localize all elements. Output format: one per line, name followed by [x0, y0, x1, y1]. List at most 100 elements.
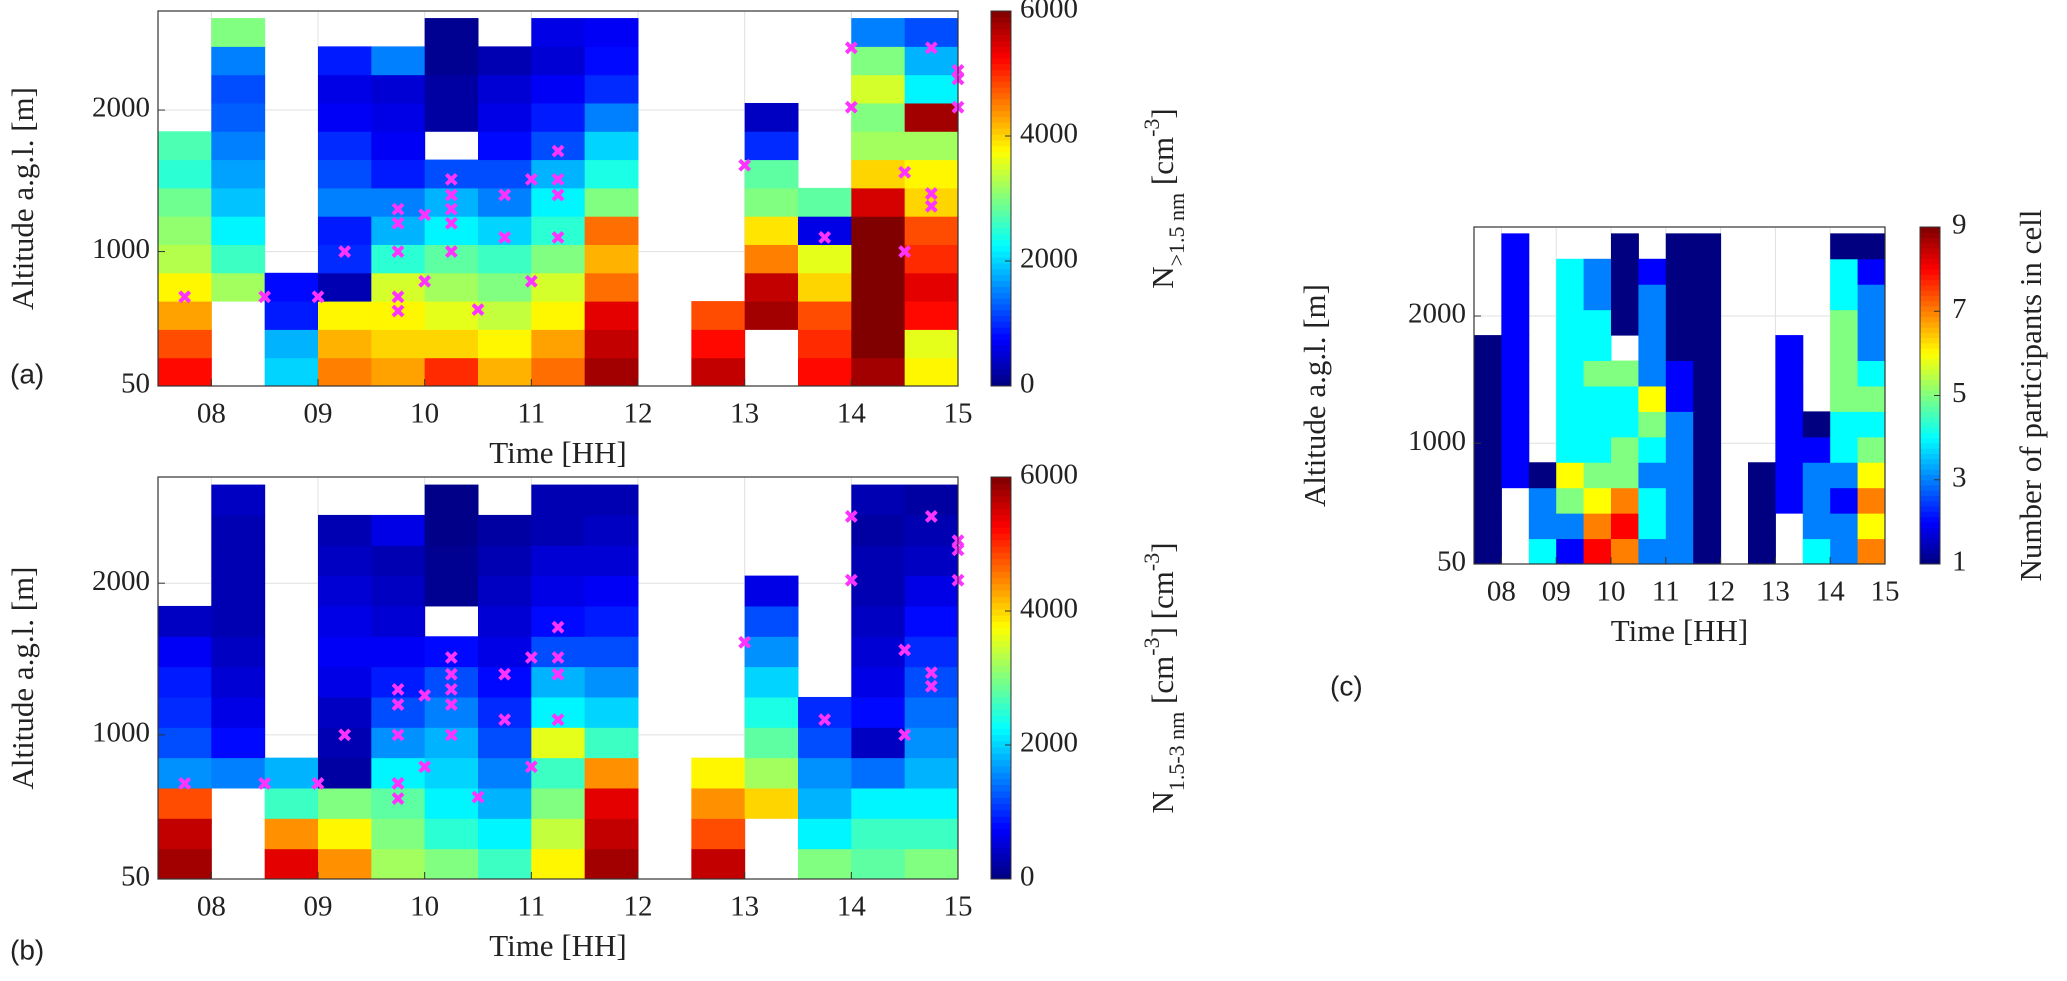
cell — [531, 787, 586, 819]
cell — [1693, 436, 1722, 463]
colorbar-step — [1920, 379, 1940, 386]
cell — [264, 787, 319, 819]
colorbar-step — [991, 233, 1011, 241]
colorbar-step — [1920, 390, 1940, 396]
participant-marker — [924, 187, 938, 200]
cell — [851, 696, 906, 728]
cell — [904, 216, 959, 245]
cell — [478, 605, 532, 637]
cell — [904, 329, 959, 359]
x-tick-label: 08 — [1487, 576, 1516, 608]
cell — [851, 18, 906, 47]
colorbar-step — [991, 772, 1011, 779]
cell — [1556, 436, 1585, 463]
cell — [371, 636, 426, 668]
colorbar-step — [991, 239, 1011, 246]
colorbar-step — [991, 286, 1011, 293]
cell — [1830, 411, 1859, 438]
cell — [1611, 538, 1639, 565]
participant-marker — [311, 290, 325, 304]
colorbar-step — [1920, 363, 1940, 370]
colorbar-step — [991, 350, 1011, 358]
participant-marker — [391, 777, 405, 790]
colorbar-step — [991, 116, 1011, 123]
cell — [744, 301, 799, 330]
participant-marker — [551, 144, 565, 158]
cell — [1501, 411, 1530, 438]
colorbar-step — [1920, 521, 1940, 528]
x-tick-label: 11 — [1652, 576, 1680, 608]
cell — [584, 357, 639, 387]
cell — [1611, 258, 1639, 285]
cell — [584, 244, 639, 274]
cell — [318, 696, 372, 728]
cell — [478, 514, 532, 546]
colorbar-step — [991, 321, 1011, 328]
cell — [1474, 538, 1502, 565]
cell — [318, 605, 372, 637]
cell — [158, 666, 212, 698]
cell — [1830, 385, 1859, 412]
colorbar-step — [991, 860, 1011, 867]
cell — [318, 545, 372, 577]
colorbar-tick-label: 2000 — [1020, 243, 1078, 275]
cell — [531, 216, 586, 245]
cell — [211, 757, 266, 789]
cell — [211, 545, 266, 577]
colorbar-step — [991, 552, 1011, 560]
cell — [851, 131, 906, 161]
participant-marker — [551, 172, 565, 186]
cell — [531, 848, 586, 880]
cell — [318, 131, 372, 161]
participant-marker — [391, 216, 405, 230]
colorbar-step — [991, 740, 1011, 748]
participant-marker — [444, 202, 458, 216]
colorbar-step — [991, 268, 1011, 276]
cell — [1857, 360, 1886, 387]
colorbar-step — [991, 872, 1011, 880]
participant-marker — [738, 635, 752, 649]
colorbar-step — [991, 75, 1011, 82]
cell — [371, 131, 426, 161]
participant-marker — [178, 290, 192, 304]
colorbar-step — [991, 169, 1011, 176]
colorbar-step — [1920, 448, 1940, 454]
cell — [851, 216, 906, 245]
cell — [424, 329, 479, 359]
participant-marker — [924, 679, 938, 693]
colorbar-step — [991, 590, 1011, 597]
colorbar-step — [1920, 253, 1940, 260]
cell — [904, 74, 959, 104]
cell — [1830, 258, 1859, 285]
x-tick-label: 11 — [517, 398, 545, 430]
cell — [1802, 538, 1831, 565]
colorbar-step — [1920, 463, 1940, 470]
colorbar-step — [991, 110, 1011, 117]
colorbar-step — [991, 477, 1011, 484]
cell — [744, 216, 799, 245]
colorbar-step — [991, 759, 1011, 767]
colorbar-step — [1920, 348, 1940, 354]
colorbar-step — [1920, 295, 1940, 302]
cell — [851, 605, 906, 637]
x-tick-label: 09 — [1542, 576, 1571, 608]
cell — [371, 666, 426, 698]
colorbar-step — [991, 262, 1011, 270]
colorbar-step — [991, 298, 1011, 305]
cell — [424, 74, 479, 104]
cell — [1665, 436, 1694, 463]
participant-marker — [338, 245, 352, 258]
cell — [1693, 538, 1722, 565]
colorbar-step — [991, 192, 1011, 199]
colorbar-step — [991, 527, 1011, 535]
participant-marker — [924, 199, 938, 213]
x-axis-label: Time [HH] — [1611, 613, 1749, 648]
cell — [1611, 385, 1639, 412]
colorbar-step — [1920, 416, 1940, 423]
cell — [424, 514, 479, 546]
colorbar-label-part: Number of participants in cell — [2013, 210, 2048, 582]
cell — [318, 575, 372, 607]
cell — [1775, 462, 1804, 489]
y-axis-label: Altitude a.g.l. [m] — [1297, 284, 1332, 507]
colorbar-step — [991, 652, 1011, 660]
